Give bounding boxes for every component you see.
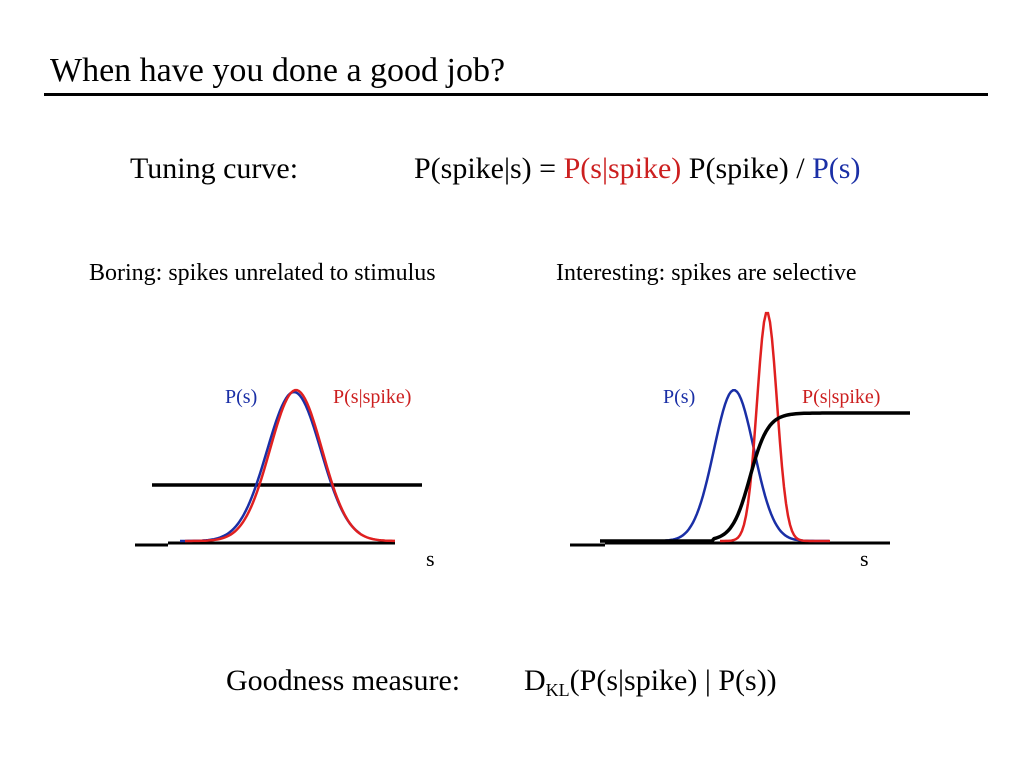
dkl-subscript: KL [545, 680, 570, 700]
interesting-caption: Interesting: spikes are selective [556, 260, 857, 286]
dkl-base: D [524, 664, 546, 697]
boring-caption: Boring: spikes unrelated to stimulus [89, 260, 436, 286]
left-axis-label: s [426, 546, 435, 571]
left-prior-curve [180, 390, 361, 543]
kl-divergence-expression: DKL(P(s|spike) | P(s)) [524, 664, 777, 701]
formula-middle: P(spike) / [681, 152, 813, 185]
right-axis-label: s [860, 546, 869, 571]
right-sigmoid-tuning-curve [600, 411, 910, 543]
goodness-label: Goodness measure: [226, 664, 461, 697]
right-likelihood-curve [720, 311, 830, 543]
dkl-args: (P(s|spike) | P(s)) [569, 664, 777, 697]
right-prior-label: P(s) [663, 386, 696, 408]
formula-likelihood: P(s|spike) [563, 152, 682, 185]
right-likelihood-label: P(s|spike) [802, 386, 881, 408]
left-likelihood-curve [185, 388, 395, 543]
title-underline [44, 93, 988, 96]
formula-prior: P(s) [812, 152, 861, 185]
left-prior-label: P(s) [225, 386, 258, 408]
slide-title: When have you done a good job? [50, 52, 506, 89]
left-likelihood-label: P(s|spike) [333, 386, 412, 408]
bayes-formula: P(spike|s) = P(s|spike) P(spike) / P(s) [414, 152, 860, 186]
tuning-curve-label: Tuning curve: [130, 152, 299, 185]
formula-lhs: P(spike|s) = [414, 152, 564, 185]
